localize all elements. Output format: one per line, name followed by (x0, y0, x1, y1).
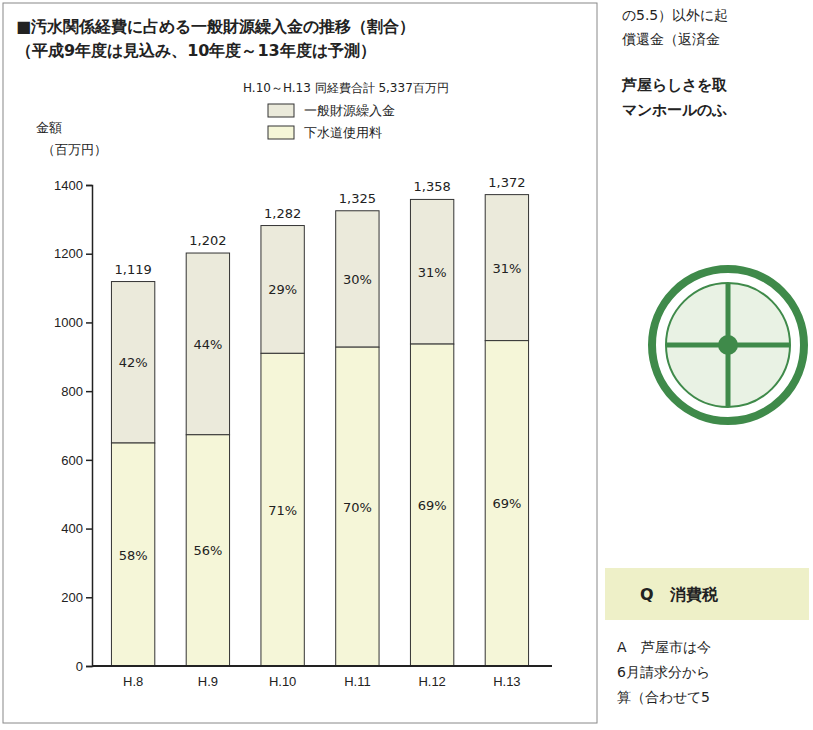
bar-segment (111, 282, 154, 443)
legend: 一般財源繰入金下水道使用料 (268, 103, 395, 140)
manhole-illustration (652, 269, 804, 421)
y-tick: 200 (61, 590, 92, 605)
legend-swatch (268, 126, 294, 139)
y-tick-mark (86, 391, 92, 393)
data-labels: 42% 44% 29% 30% 31% 31% 58% 56% 71% 70% 69% 69% 1,11… (115, 175, 526, 563)
answer-text: 算（合わせて5 (617, 689, 710, 705)
x-axis-line (92, 665, 552, 667)
total-label: 1,358 (414, 179, 451, 194)
y-tick-mark (86, 253, 92, 255)
percent-label: 31% (492, 261, 521, 276)
y-tick: 1000 (54, 315, 92, 330)
legend-label: 一般財源繰入金 (304, 103, 395, 118)
y-tick-label: 200 (61, 590, 83, 605)
answer-text: 6月請求分から (617, 664, 710, 680)
subtitle: （平成9年度は見込み、10年度～13年度は予測） (16, 41, 376, 60)
side-column: の5.5）以外に起償還金（返済金芦屋らしさを取マンホールのふ Q 消費税 A 芦屋市… (605, 7, 809, 705)
percent-label: 70% (343, 500, 372, 515)
manhole-face (666, 283, 790, 407)
percent-label: 69% (418, 498, 447, 513)
question: Q 消費税 (640, 585, 719, 604)
y-tick-label: 800 (61, 384, 83, 399)
side-heading: マンホールのふ (622, 101, 727, 119)
x-tick: H.9 (198, 666, 218, 689)
percent-label: 69% (492, 496, 521, 511)
bars (111, 195, 528, 666)
percent-label: 44% (193, 337, 222, 352)
bar-segment (485, 341, 528, 666)
x-tick-label: H.10 (269, 674, 296, 689)
x-tick: H.11 (344, 666, 371, 689)
x-tick-label: H.11 (344, 674, 371, 689)
y-tick: 400 (61, 521, 92, 536)
x-tick-label: H.9 (198, 674, 218, 689)
bar-segment (186, 435, 229, 666)
manhole-cross (666, 283, 790, 407)
percent-label: 30% (343, 272, 372, 287)
x-tick: H.10 (269, 666, 296, 689)
y-tick-mark (86, 460, 92, 462)
side-heading: 芦屋らしさを取 (621, 76, 728, 94)
manhole-center (718, 335, 738, 355)
side-text: 償還金（返済金 (622, 31, 720, 47)
y-axis: 0 200 400 600 800 1000 1200 1400 (54, 178, 92, 674)
bar-segment (336, 347, 379, 666)
y-tick-mark (86, 597, 92, 599)
answer-text: A 芦屋市は今 (617, 639, 711, 655)
x-tick-label: H.12 (418, 674, 445, 689)
y-tick: 800 (61, 384, 92, 399)
manhole-rim (652, 269, 804, 421)
percent-label: 56% (193, 543, 222, 558)
x-tick-label: H.13 (493, 674, 520, 689)
total-label: 1,325 (339, 191, 376, 206)
bar-segment (410, 199, 453, 344)
percent-label: 31% (418, 265, 447, 280)
bar-segment (336, 211, 379, 347)
y-tick: 1400 (54, 178, 92, 193)
bar-segment (186, 253, 229, 435)
bar-segment (261, 226, 304, 354)
y-tick-label: 1400 (54, 178, 83, 193)
x-tick-label: H.8 (123, 674, 143, 689)
y-axis-line (86, 186, 93, 667)
total-label: 1,119 (115, 262, 152, 277)
y-axis-title: 金額 (36, 120, 62, 135)
x-tick: H.8 (123, 666, 143, 689)
y-tick-label: 1200 (54, 246, 83, 261)
percent-label: 71% (268, 503, 297, 518)
total-label: 1,372 (488, 175, 525, 190)
y-tick-mark (86, 185, 92, 187)
bar-segment (485, 195, 528, 341)
percent-label: 58% (119, 548, 148, 563)
y-tick-label: 600 (61, 453, 83, 468)
y-tick-label: 400 (61, 521, 83, 536)
y-tick-mark (86, 322, 92, 324)
x-axis: H.8 H.9 H.10 H.11 H.12 H.13 (92, 666, 552, 689)
side-text: の5.5）以外に起 (622, 7, 728, 23)
y-tick-label: 0 (76, 659, 83, 674)
legend-label: 下水道使用料 (304, 125, 382, 140)
legend-swatch (268, 104, 294, 117)
y-tick: 0 (76, 659, 92, 674)
y-tick: 1200 (54, 246, 92, 261)
question-band (605, 568, 809, 620)
percent-label: 29% (268, 282, 297, 297)
note: H.10～H.13 同経費合計 5,337百万円 (243, 81, 449, 95)
bar-segment (111, 443, 154, 666)
chart-frame (3, 3, 597, 723)
page: ■汚水関係経費に占める一般財源繰入金の推移（割合） （平成9年度は見込み、10年度… (0, 0, 813, 730)
x-tick: H.12 (418, 666, 445, 689)
y-tick: 600 (61, 453, 92, 468)
total-label: 1,282 (264, 206, 301, 221)
bar-segment (410, 344, 453, 666)
y-tick-mark (86, 528, 92, 530)
total-label: 1,202 (189, 233, 226, 248)
y-axis-title: （百万円） (42, 142, 107, 157)
y-tick-label: 1000 (54, 315, 83, 330)
bar-segment (261, 353, 304, 666)
y-tick-mark (86, 666, 92, 668)
x-tick: H.13 (493, 666, 520, 689)
percent-label: 42% (119, 355, 148, 370)
title: ■汚水関係経費に占める一般財源繰入金の推移（割合） (16, 17, 415, 36)
